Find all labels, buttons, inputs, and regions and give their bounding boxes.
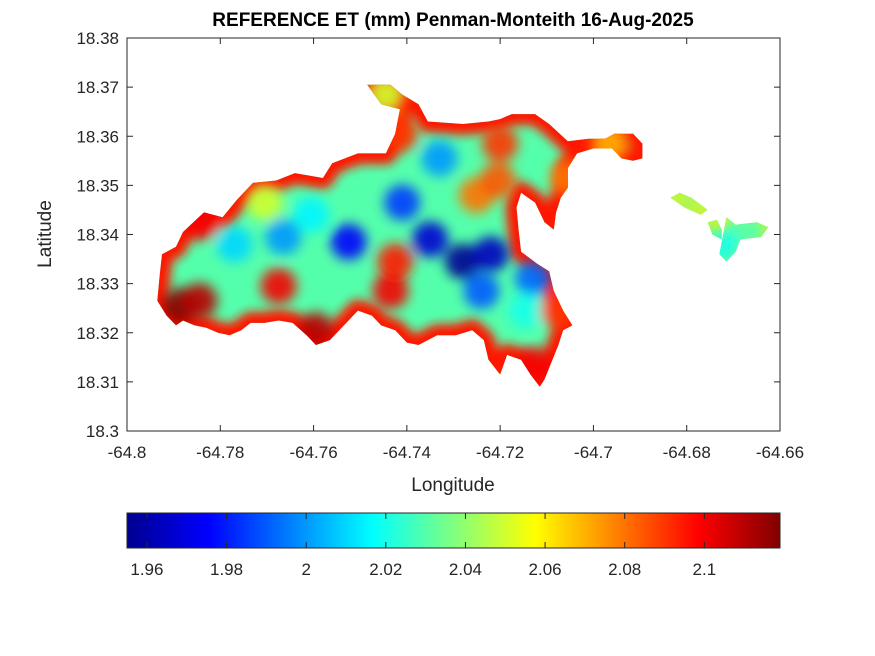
x-tick-label: -64.8	[108, 443, 147, 462]
field-point	[293, 196, 330, 233]
colorbar-tick-label: 2	[301, 560, 310, 579]
y-axis: 18.3 18.31 18.32 18.33 18.34 18.35 18.36 18.37 1…	[76, 29, 780, 441]
colorbar-tick-label: 2.08	[608, 560, 641, 579]
edge-band-island	[664, 189, 713, 219]
x-tick-label: -64.68	[663, 443, 711, 462]
colorbar	[126, 512, 781, 549]
field-point	[444, 243, 481, 280]
field-point	[463, 273, 500, 309]
field-point	[265, 219, 302, 255]
y-axis-label: Latitude	[35, 200, 56, 268]
field-point	[514, 260, 551, 297]
field-point	[216, 226, 253, 263]
field-point	[246, 184, 283, 221]
y-tick-label: 18.33	[76, 275, 119, 294]
colorbar-tick-label: 2.1	[693, 560, 717, 579]
y-tick-label: 18.36	[76, 127, 119, 146]
field-point	[472, 236, 509, 273]
y-tick-label: 18.35	[76, 176, 119, 195]
y-tick-label: 18.37	[76, 78, 119, 97]
field-point	[482, 125, 519, 162]
field-point	[412, 221, 449, 258]
field-point	[330, 223, 367, 260]
colorbar-tick-label: 1.96	[130, 560, 163, 579]
field-point	[507, 292, 544, 329]
field-point	[377, 243, 414, 280]
field-point	[372, 273, 409, 309]
colorbar-tick-label: 2.06	[529, 560, 562, 579]
x-tick-label: -64.76	[289, 443, 337, 462]
chart-title: REFERENCE ET (mm) Penman-Monteith 16-Aug…	[212, 10, 694, 31]
y-tick-label: 18.32	[76, 324, 119, 343]
x-tick-label: -64.66	[756, 443, 804, 462]
field-point	[479, 162, 516, 199]
y-tick-label: 18.34	[76, 226, 119, 245]
x-tick-label: -64.72	[476, 443, 524, 462]
x-tick-label: -64.7	[574, 443, 613, 462]
x-tick-label: -64.78	[196, 443, 244, 462]
y-tick-label: 18.3	[86, 422, 119, 441]
x-axis-label: Longitude	[411, 475, 494, 496]
colorbar-ticks: 1.96 1.98 2 2.02 2.04 2.06 2.08 2.1	[130, 513, 716, 579]
field-point	[260, 268, 297, 305]
field-point	[181, 282, 218, 319]
field-point	[384, 184, 421, 221]
field-point	[421, 140, 458, 177]
y-tick-label: 18.31	[76, 373, 119, 392]
colorbar-tick-label: 2.02	[369, 560, 402, 579]
colorbar-tick-label: 1.98	[210, 560, 243, 579]
x-axis: -64.8 -64.78 -64.76 -64.74 -64.72 -64.7 -64.68…	[108, 38, 804, 462]
x-tick-label: -64.74	[383, 443, 431, 462]
colorbar-tick-label: 2.04	[449, 560, 482, 579]
y-tick-label: 18.38	[76, 29, 119, 48]
